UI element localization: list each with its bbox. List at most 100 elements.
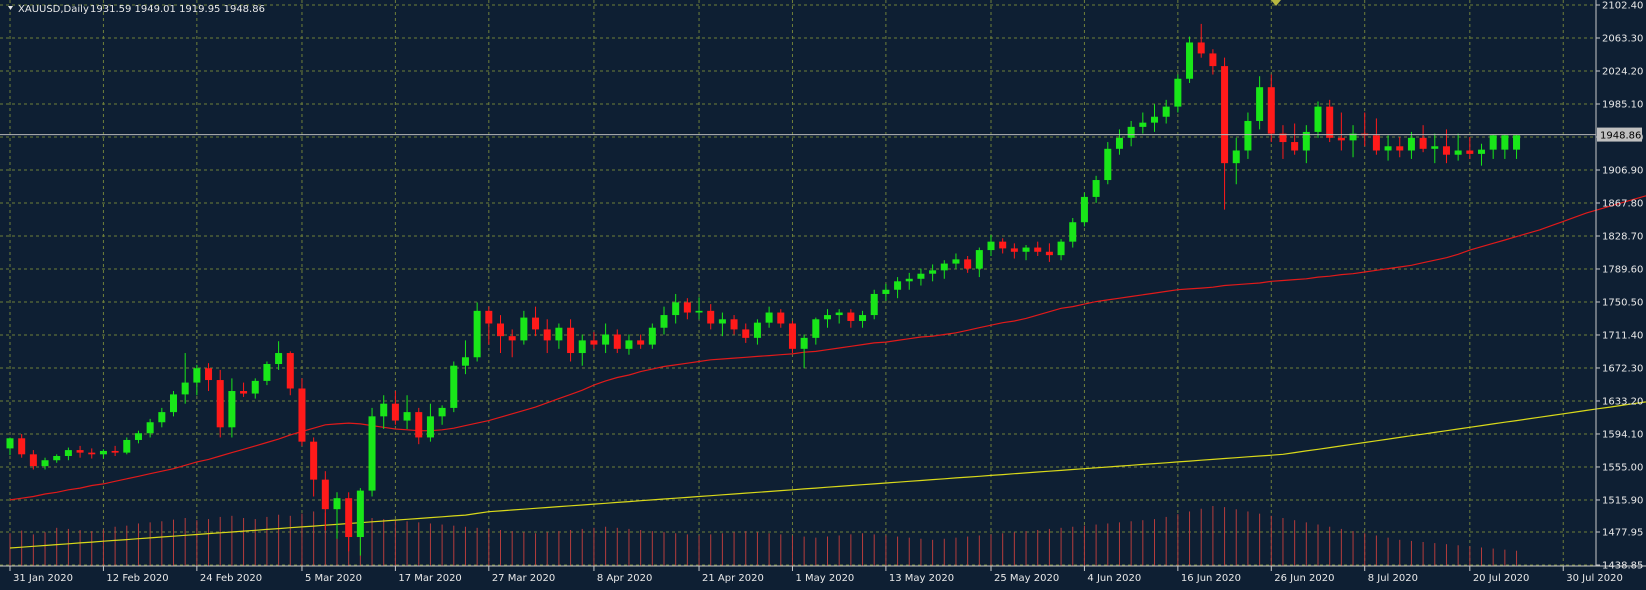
candle	[730, 315, 738, 335]
candle	[298, 378, 306, 446]
candle-body	[29, 454, 37, 467]
candle	[1139, 112, 1147, 134]
candle-body	[1256, 87, 1264, 121]
candle-body	[1407, 137, 1415, 151]
candle-body	[905, 278, 913, 282]
candle-body	[637, 340, 645, 345]
candle-body	[730, 319, 738, 330]
candle	[672, 293, 680, 324]
collapse-triangle-icon[interactable]	[8, 6, 13, 10]
candle-body	[181, 382, 189, 395]
candle-body	[1034, 247, 1042, 252]
grid	[0, 0, 1596, 566]
price-tick-label: 1515.90	[1602, 495, 1643, 506]
candle-body	[520, 317, 528, 341]
candle-body	[940, 263, 948, 271]
candle	[800, 334, 808, 369]
candle	[158, 407, 166, 428]
date-tick-label: 24 Feb 2020	[200, 573, 262, 584]
candle	[485, 306, 493, 345]
candle	[940, 260, 948, 279]
price-tick-label: 1477.95	[1602, 528, 1643, 539]
candle-body	[426, 416, 434, 438]
candle-body	[251, 380, 259, 394]
candle-body	[823, 315, 832, 320]
candle	[1489, 134, 1497, 159]
price-tick-label: 1906.90	[1602, 165, 1643, 176]
candle	[917, 268, 925, 286]
candle	[216, 369, 224, 438]
date-tick-label: 8 Apr 2020	[597, 573, 652, 584]
candle	[263, 361, 271, 386]
candle	[1267, 74, 1275, 143]
candle-body	[590, 340, 598, 345]
candle-body	[321, 479, 329, 510]
price-tick-label: 1633.20	[1602, 396, 1643, 407]
candle-body	[228, 391, 236, 428]
date-tick-label: 31 Jan 2020	[13, 573, 73, 584]
candle	[1396, 136, 1404, 158]
candle-body	[1069, 222, 1077, 242]
candle	[613, 329, 621, 354]
candle-body	[123, 439, 131, 453]
candle	[438, 405, 446, 425]
candle-body	[1396, 146, 1404, 151]
candle	[1431, 133, 1439, 164]
candle-body	[1349, 133, 1357, 141]
candle-body	[53, 456, 61, 461]
candle	[1291, 123, 1299, 155]
candle-body	[1384, 146, 1392, 151]
candle	[1209, 49, 1217, 75]
price-tick-label: 1867.80	[1602, 198, 1643, 209]
price-tick-label: 1750.50	[1602, 297, 1643, 308]
candle	[99, 449, 107, 459]
candle-body	[964, 259, 972, 269]
candle	[508, 329, 516, 358]
candle	[1326, 99, 1334, 143]
candle-body	[76, 450, 84, 453]
candle-body	[1080, 196, 1088, 223]
candle	[368, 407, 376, 497]
candle	[181, 353, 189, 404]
candle	[310, 437, 318, 497]
candle-body	[380, 403, 388, 417]
candle	[555, 323, 563, 349]
candle-body	[987, 241, 995, 251]
candle	[964, 255, 972, 273]
candle-body	[613, 334, 621, 349]
candle-body	[1501, 135, 1509, 150]
date-tick-label: 20 Jul 2020	[1473, 573, 1530, 584]
candle-body	[975, 250, 983, 269]
candle	[205, 363, 213, 392]
candle	[333, 492, 341, 539]
candle	[1337, 112, 1345, 151]
candle	[1069, 218, 1077, 248]
candle	[240, 382, 248, 397]
candle-body	[1174, 78, 1182, 107]
candle-body	[917, 273, 925, 279]
candle-body	[999, 241, 1007, 249]
candle	[859, 310, 867, 328]
candle	[1057, 239, 1065, 261]
candle	[1501, 134, 1509, 159]
candle	[602, 323, 610, 354]
chart-shift-marker-icon[interactable]	[1271, 0, 1281, 6]
candle-body	[193, 368, 201, 383]
candle-body	[1291, 142, 1299, 151]
candle-body	[1337, 137, 1345, 141]
candle	[578, 334, 586, 366]
date-tick-label: 25 May 2020	[994, 573, 1059, 584]
candle-body	[158, 412, 166, 423]
candle	[999, 238, 1007, 254]
candle-body	[578, 340, 586, 354]
candle	[123, 437, 131, 455]
candle-body	[648, 327, 656, 345]
candle-body	[835, 312, 843, 316]
candle-body	[298, 388, 306, 442]
candle-body	[6, 438, 14, 449]
candle	[847, 309, 855, 328]
candle-body	[450, 365, 458, 408]
